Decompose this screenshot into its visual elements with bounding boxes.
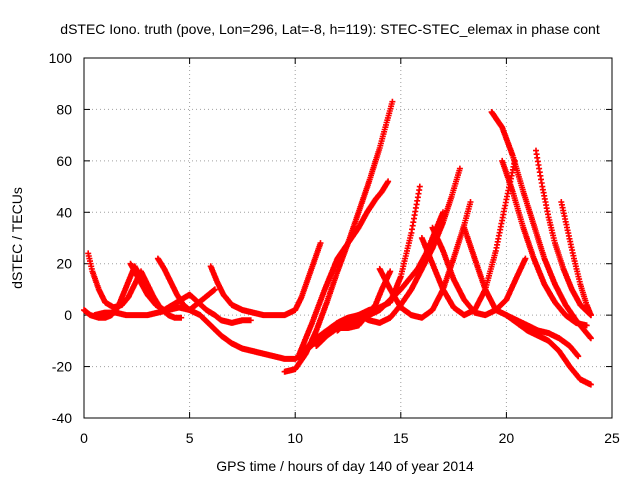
plot-area bbox=[81, 98, 594, 388]
data-point-markers bbox=[503, 312, 582, 360]
y-tick-label: 0 bbox=[64, 307, 72, 323]
series-arc-20 bbox=[503, 312, 582, 360]
y-tick-labels: -40 -20 0 20 40 60 80 100 bbox=[49, 50, 73, 426]
y-tick-label: -40 bbox=[52, 410, 72, 426]
data-point-markers bbox=[558, 199, 594, 319]
chart-title: dSTEC Iono. truth (pove, Lon=296, Lat=-8… bbox=[60, 21, 600, 37]
series-arc-15 bbox=[461, 224, 594, 388]
x-tick-label: 25 bbox=[604, 430, 620, 446]
data-point-markers bbox=[461, 224, 594, 388]
x-tick-label: 10 bbox=[287, 430, 303, 446]
y-tick-label: 60 bbox=[56, 153, 72, 169]
series-arc-7 bbox=[281, 98, 396, 375]
series-arc-5 bbox=[207, 240, 324, 319]
plot-frame bbox=[83, 57, 613, 419]
x-tick-label: 20 bbox=[499, 430, 515, 446]
data-point-markers bbox=[296, 178, 392, 357]
x-tick-label: 5 bbox=[186, 430, 194, 446]
data-point-markers bbox=[281, 98, 396, 375]
x-tick-label: 15 bbox=[393, 430, 409, 446]
x-tick-labels: 0 5 10 15 20 25 bbox=[80, 430, 620, 446]
series-arc-17 bbox=[499, 157, 590, 329]
series-arc-18 bbox=[533, 147, 594, 319]
y-axis-label: dSTEC / TECUs bbox=[9, 187, 25, 289]
y-tick-label: 80 bbox=[56, 101, 72, 117]
y-tick-label: 40 bbox=[56, 204, 72, 220]
x-tick-label: 0 bbox=[80, 430, 88, 446]
series-arc-8 bbox=[296, 178, 392, 357]
data-point-markers bbox=[533, 147, 594, 319]
y-tick-label: -20 bbox=[52, 359, 72, 375]
data-point-markers bbox=[334, 165, 463, 334]
series-arc-16 bbox=[488, 109, 594, 342]
series-arc-19 bbox=[558, 199, 594, 319]
data-point-markers bbox=[488, 109, 594, 342]
y-tick-label: 20 bbox=[56, 256, 72, 272]
data-point-markers bbox=[207, 240, 324, 319]
axis-ticks bbox=[83, 57, 613, 419]
x-axis-label: GPS time / hours of day 140 of year 2014 bbox=[216, 458, 474, 474]
data-point-markers bbox=[499, 157, 590, 329]
series-arc-11 bbox=[334, 165, 463, 334]
y-tick-label: 100 bbox=[49, 50, 73, 66]
